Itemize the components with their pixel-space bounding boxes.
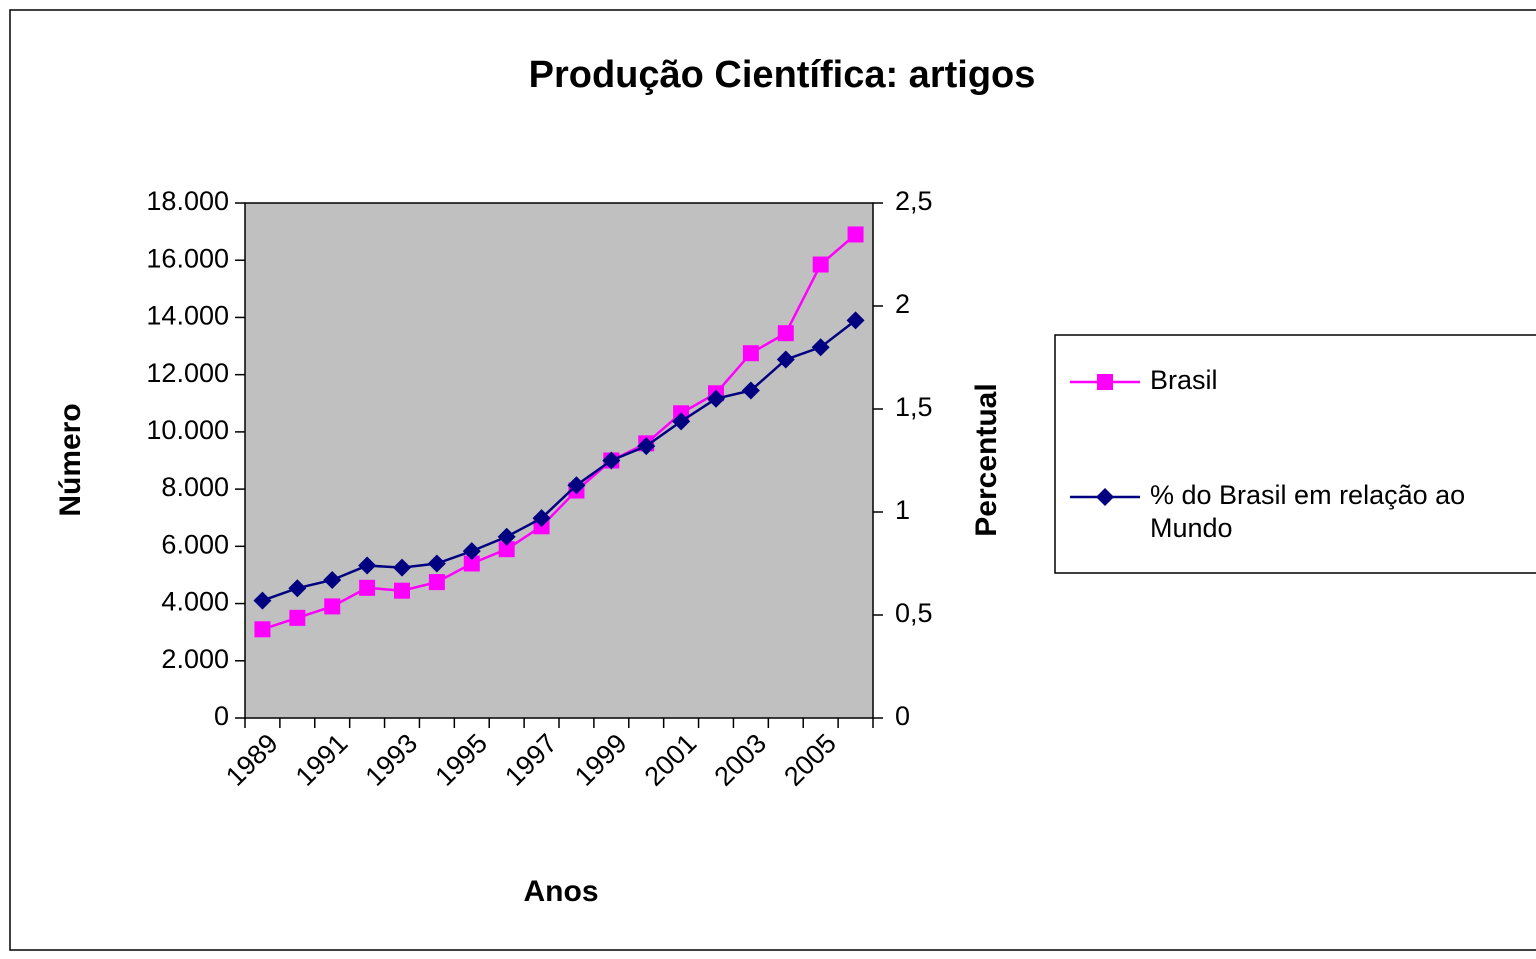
y-tick-label: 12.000	[146, 358, 229, 388]
y-tick-label: 6.000	[161, 529, 229, 559]
marker	[428, 574, 445, 591]
y2-tick-label: 2	[895, 289, 910, 319]
marker	[742, 345, 759, 362]
marker	[462, 542, 481, 561]
marker	[498, 541, 515, 558]
marker	[567, 476, 586, 495]
marker	[847, 226, 864, 243]
y-tick-label: 10.000	[146, 415, 229, 445]
legend-label: Brasil	[1150, 365, 1218, 395]
marker	[393, 558, 411, 577]
y-axis-title: Número	[54, 403, 87, 516]
y2-tick-label: 1,5	[895, 392, 933, 422]
y2-tick-label: 1	[895, 495, 910, 525]
marker	[427, 554, 446, 573]
plot-area	[244, 202, 874, 719]
legend-entry: Brasil	[1150, 365, 1218, 395]
marker	[532, 509, 551, 528]
x-axis-title: Anos	[524, 875, 599, 908]
marker	[741, 381, 760, 400]
y-tick-label: 18.000	[146, 186, 229, 216]
marker	[288, 579, 307, 598]
marker	[323, 570, 342, 589]
marker	[358, 556, 377, 575]
y-tick-label: 4.000	[161, 587, 229, 617]
marker	[602, 451, 621, 470]
marker	[1096, 488, 1114, 506]
y-tick-label: 0	[214, 701, 229, 731]
marker	[672, 412, 691, 431]
y-tick-label: 14.000	[146, 301, 229, 331]
chart-title: Produção Científica: artigos	[529, 54, 1036, 96]
marker	[707, 389, 725, 408]
y2-tick-label: 2,5	[895, 186, 933, 216]
marker	[1097, 374, 1113, 390]
marker	[463, 555, 480, 572]
y2-axis-title: Percentual	[970, 383, 1003, 536]
marker	[253, 591, 272, 610]
marker	[359, 579, 376, 596]
y-tick-label: 8.000	[161, 472, 229, 502]
marker	[324, 598, 341, 615]
marker	[812, 256, 829, 273]
y2-tick-label: 0	[895, 701, 910, 731]
y-tick-label: 2.000	[161, 644, 229, 674]
legend-label: % do Brasil em relação ao Mundo	[1150, 480, 1466, 543]
marker	[497, 527, 516, 546]
marker	[394, 582, 410, 599]
y2-tick-label: 0,5	[895, 598, 933, 628]
marker	[777, 325, 794, 342]
marker	[289, 609, 306, 626]
legend-entry: % do Brasil em relação ao Mundo	[1150, 480, 1466, 543]
y-tick-label: 16.000	[146, 243, 229, 273]
marker	[637, 437, 656, 456]
marker	[811, 338, 830, 357]
marker	[846, 311, 865, 330]
legend-box	[1054, 334, 1536, 574]
marker	[254, 621, 271, 638]
marker	[776, 350, 795, 369]
